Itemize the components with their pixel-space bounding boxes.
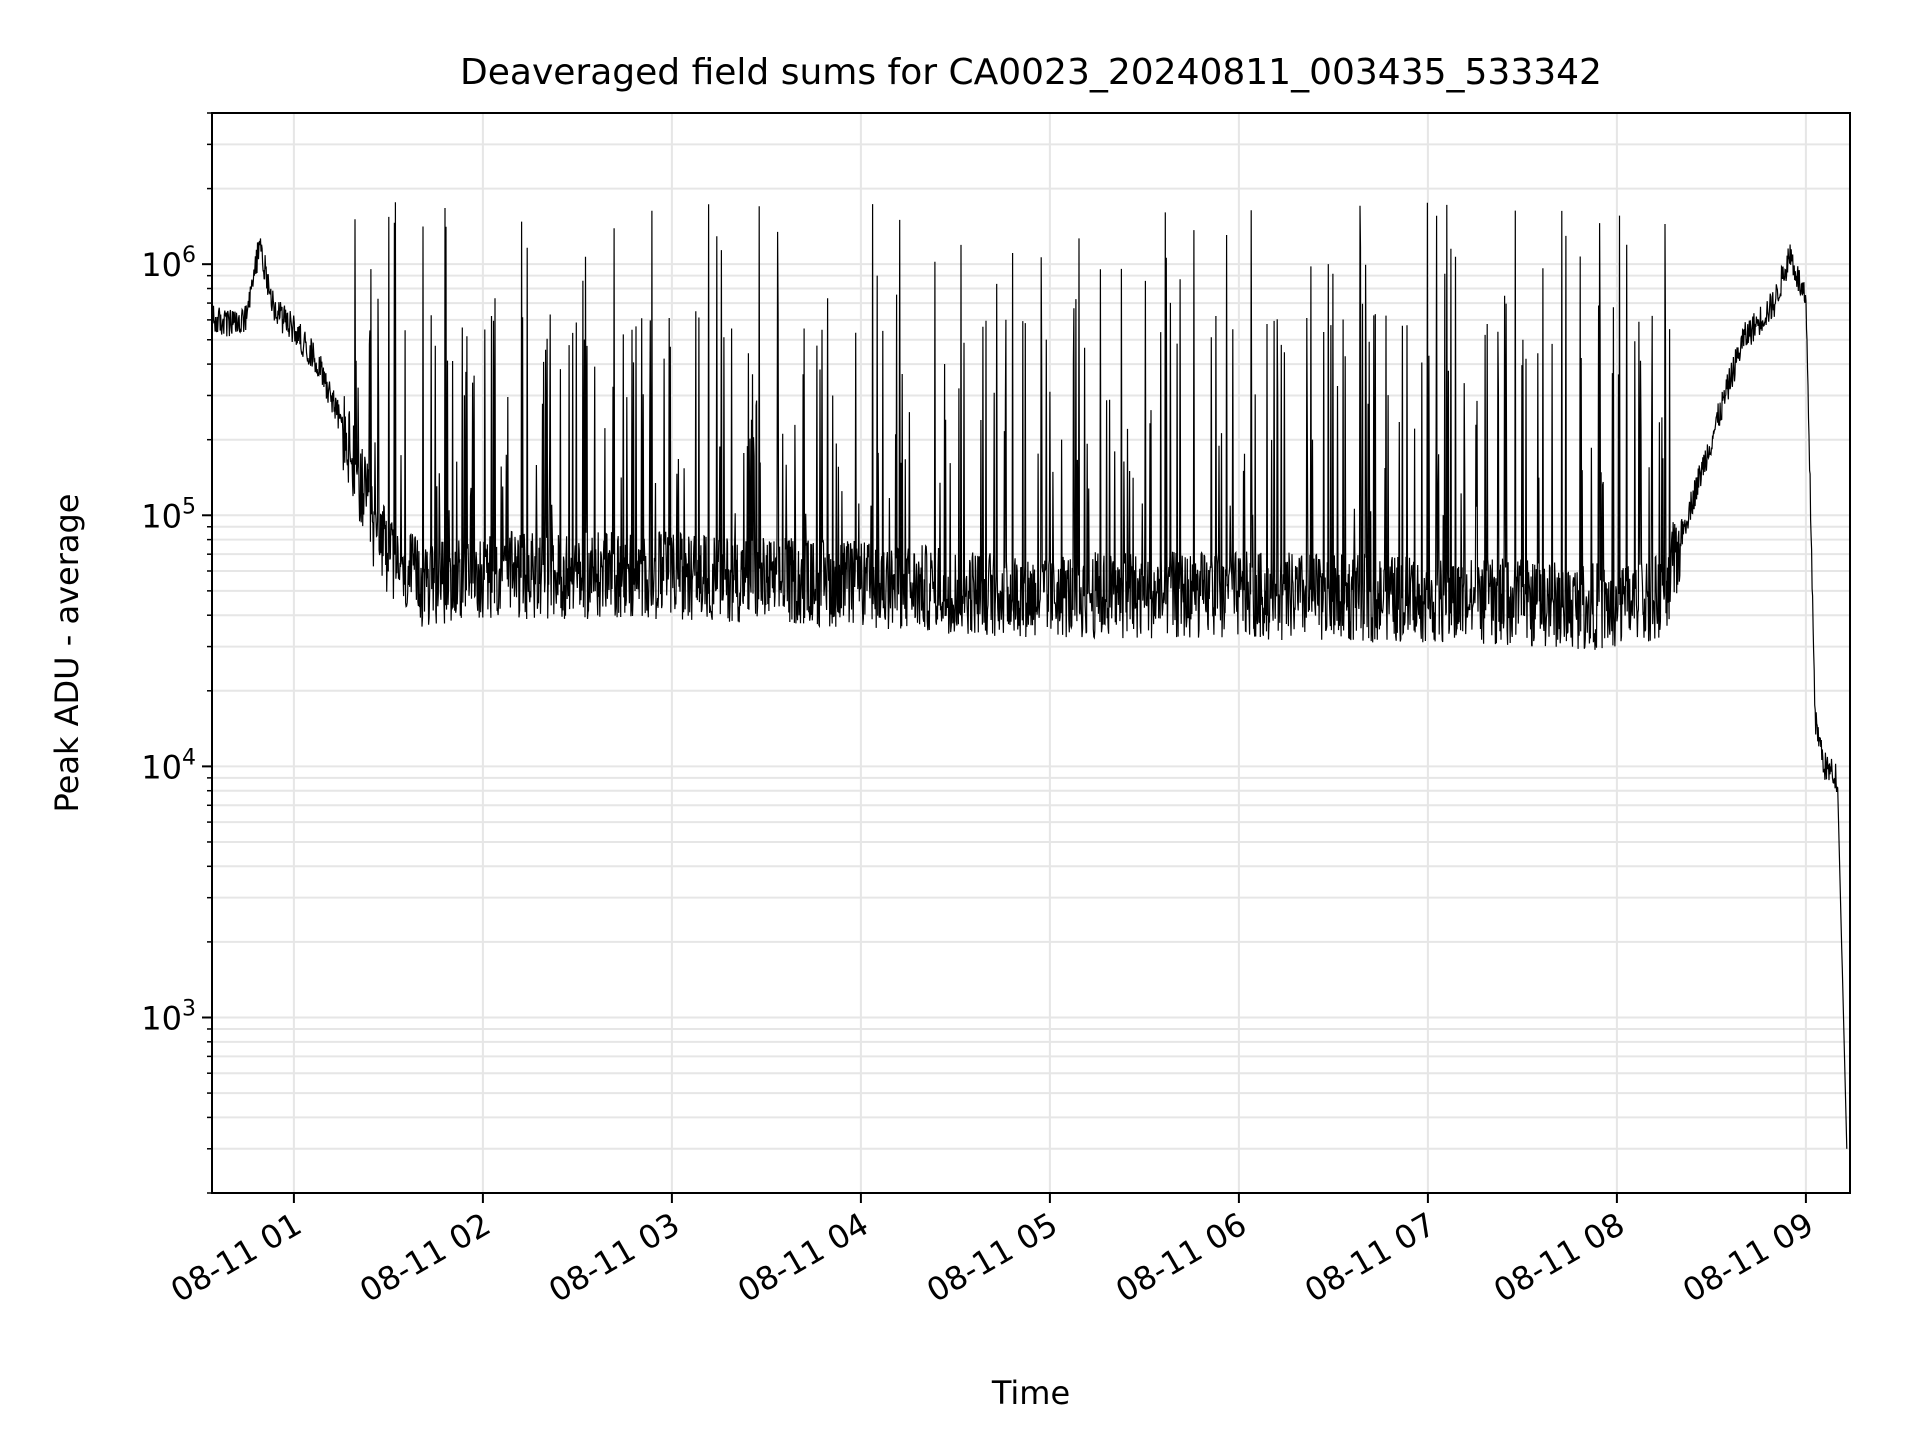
chart-title: Deaveraged field sums for CA0023_2024081… — [460, 52, 1602, 93]
series-layer — [211, 202, 1848, 1149]
x-tick-label: 08-11 09 — [1676, 1205, 1820, 1310]
y-tick-label: 103 — [141, 996, 196, 1037]
x-tick-label: 08-11 05 — [920, 1205, 1064, 1310]
x-tick-label: 08-11 06 — [1109, 1205, 1253, 1310]
x-tick-label: 08-11 08 — [1487, 1205, 1631, 1310]
x-tick-label: 08-11 07 — [1298, 1205, 1442, 1310]
plot-frame — [211, 112, 1851, 1194]
x-tick-label: 08-11 01 — [164, 1205, 308, 1310]
y-tick-label: 104 — [141, 745, 196, 786]
y-tick-label: 106 — [141, 243, 196, 284]
y-axis-ticks: 103 104 105 106 — [141, 112, 212, 1194]
y-tick-label: 105 — [141, 494, 196, 535]
x-axis-ticks: 08-11 01 08-11 02 08-11 03 08-11 04 08-11 05… — [164, 1193, 1820, 1310]
x-tick-label: 08-11 03 — [542, 1205, 686, 1310]
x-tick-label: 08-11 04 — [731, 1205, 875, 1310]
x-tick-label: 08-11 02 — [353, 1205, 497, 1310]
grid-layer — [212, 112, 1850, 1194]
y-axis-label: Peak ADU - average — [48, 494, 86, 813]
series-line — [211, 202, 1848, 1149]
x-axis-label: Time — [991, 1374, 1070, 1412]
